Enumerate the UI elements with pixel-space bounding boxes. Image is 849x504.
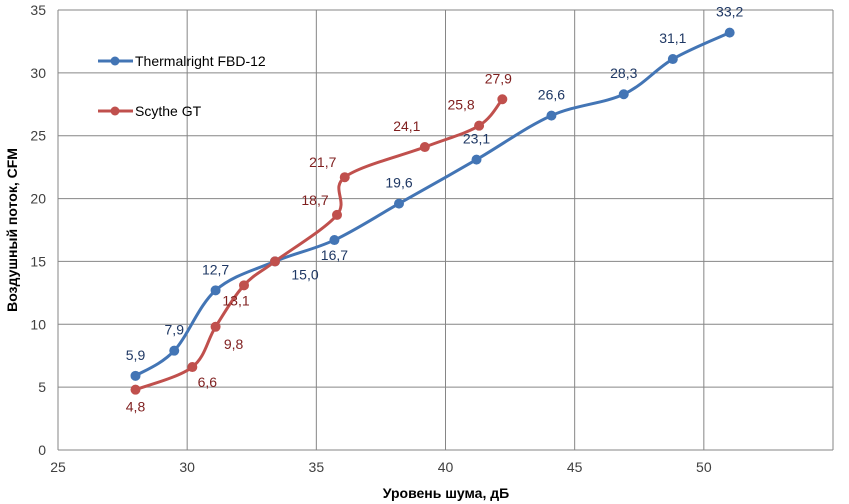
- x-tick-label: 25: [50, 459, 66, 475]
- data-point: [724, 27, 735, 38]
- x-tick-label: 50: [696, 459, 712, 475]
- data-label: 6,6: [198, 374, 218, 390]
- data-point: [169, 345, 180, 356]
- y-tick-label: 0: [38, 442, 46, 458]
- data-label: 31,1: [659, 30, 686, 46]
- data-label: 27,9: [485, 70, 512, 86]
- y-tick-label: 20: [30, 191, 46, 207]
- axes: 25 30 35 40 45 50 0 5 10 15 20 25 30 35: [30, 2, 833, 475]
- data-label: 4,8: [126, 399, 146, 415]
- data-point: [239, 280, 249, 291]
- data-label: 26,6: [538, 87, 565, 103]
- series-line-2: [134, 97, 504, 392]
- data-point: [546, 110, 557, 121]
- data-label: 24,1: [393, 118, 420, 134]
- legend: Thermalright FBD-12 Scythe GT: [98, 53, 266, 119]
- x-tick-label: 40: [438, 459, 454, 475]
- data-point: [270, 256, 280, 267]
- y-tick-label: 25: [30, 128, 46, 144]
- y-tick-label: 30: [30, 65, 46, 81]
- grid: [57, 9, 834, 451]
- x-axis-title: Уровень шума, дБ: [383, 485, 509, 501]
- data-label: 28,3: [610, 65, 637, 81]
- x-tick-label: 30: [179, 459, 195, 475]
- legend-marker-1: [110, 56, 120, 66]
- data-point: [497, 94, 508, 105]
- data-label: 7,9: [165, 322, 185, 338]
- data-label: 33,2: [716, 4, 743, 20]
- data-point: [332, 209, 342, 220]
- data-point: [471, 154, 482, 165]
- data-point: [130, 384, 141, 395]
- data-label: 18,7: [301, 192, 328, 208]
- data-label: 13,1: [222, 292, 249, 308]
- data-label: 21,7: [309, 154, 336, 170]
- x-tick-label: 35: [309, 459, 325, 475]
- y-tick-label: 35: [30, 2, 46, 18]
- legend-label-2: Scythe GT: [135, 103, 202, 119]
- y-tick-label: 15: [30, 253, 46, 269]
- series-markers: [130, 27, 735, 395]
- data-label: 5,9: [126, 347, 146, 363]
- y-axis-title: Воздушный поток, CFM: [4, 148, 20, 312]
- y-tick-label: 5: [38, 379, 46, 395]
- legend-marker-2: [110, 106, 120, 116]
- data-point: [130, 370, 141, 381]
- data-label: 15,0: [291, 266, 318, 282]
- legend-label-1: Thermalright FBD-12: [135, 53, 266, 69]
- data-label: 12,7: [202, 261, 229, 277]
- data-point: [419, 142, 430, 153]
- data-point: [187, 362, 198, 373]
- data-point: [474, 120, 485, 131]
- data-point: [394, 198, 404, 209]
- data-point: [667, 54, 678, 65]
- data-label: 9,8: [224, 336, 244, 352]
- data-point: [210, 285, 221, 296]
- x-tick-label: 45: [567, 459, 583, 475]
- data-label: 16,7: [321, 247, 348, 263]
- data-label: 23,1: [463, 131, 490, 147]
- data-point: [618, 89, 629, 100]
- data-label: 19,6: [385, 175, 412, 191]
- data-point: [329, 235, 340, 246]
- data-point: [210, 321, 221, 332]
- data-labels: 5,9 7,9 12,7 15,016,7 19,6 23,1 26,6 28,3 31,1 33…: [126, 4, 744, 415]
- data-label: 25,8: [447, 97, 474, 113]
- y-tick-label: 10: [30, 316, 46, 332]
- data-point: [339, 172, 350, 183]
